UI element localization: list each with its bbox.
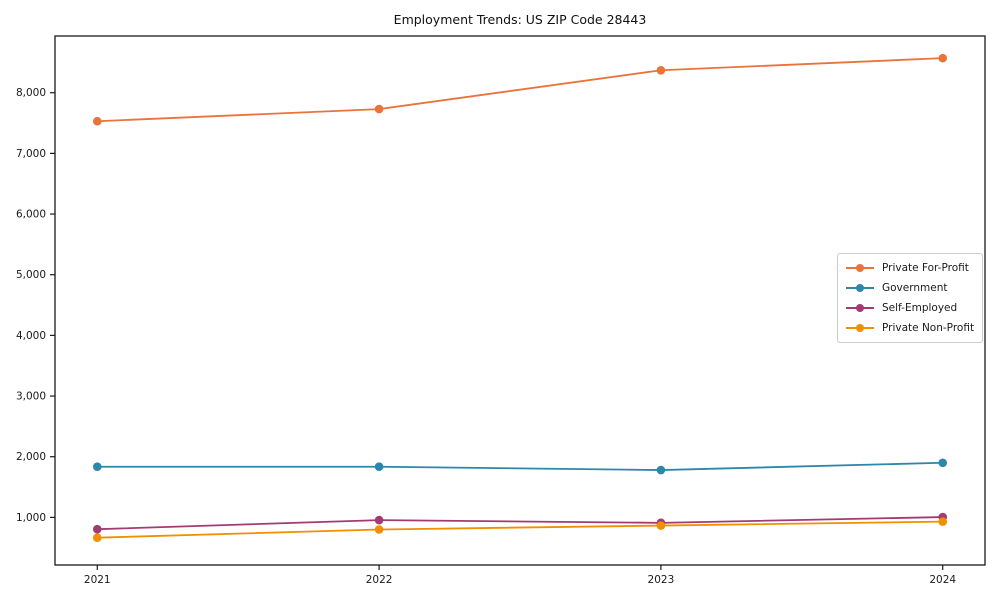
chart-title: Employment Trends: US ZIP Code 28443	[393, 12, 647, 27]
x-tick-label: 2023	[648, 574, 675, 586]
legend: Private For-Profit Government Self-Employe…	[837, 253, 983, 343]
data-point	[374, 515, 384, 525]
legend-marker-icon	[846, 323, 874, 333]
data-point	[656, 521, 666, 530]
legend-label: Private Non-Profit	[882, 322, 975, 334]
series-line-private-non-profit	[96, 520, 944, 539]
data-point	[92, 533, 102, 543]
data-point	[92, 524, 102, 534]
x-tick-label: 2024	[929, 574, 956, 586]
legend-marker-icon	[846, 303, 874, 313]
legend-entry-government: Government	[846, 278, 974, 298]
y-tick-label: 2,000	[16, 451, 46, 463]
legend-entry-self-employed: Self-Employed	[846, 298, 974, 318]
x-tick-label: 2022	[366, 574, 393, 586]
data-point	[374, 525, 384, 534]
legend-label: Government	[882, 282, 948, 294]
legend-entry-private-non-profit: Private Non-Profit	[846, 318, 974, 338]
legend-label: Self-Employed	[882, 302, 958, 314]
data-point	[92, 462, 102, 472]
data-point	[656, 65, 666, 75]
x-tick-label: 2021	[84, 574, 111, 586]
legend-marker-icon	[846, 283, 874, 293]
legend-label: Private For-Profit	[882, 262, 969, 274]
y-tick-label: 3,000	[16, 391, 46, 403]
series-line-government	[96, 461, 944, 471]
axes-border	[54, 35, 986, 566]
data-point	[656, 465, 666, 475]
series-line-private-for-profit	[96, 57, 944, 123]
data-point	[374, 104, 384, 114]
data-point	[938, 53, 948, 63]
y-tick-label: 8,000	[16, 87, 46, 99]
data-point	[938, 458, 948, 468]
legend-entry-private-for-profit: Private For-Profit	[846, 258, 974, 278]
y-tick-label: 6,000	[16, 209, 46, 221]
data-point	[92, 116, 102, 126]
y-tick-label: 1,000	[16, 512, 46, 524]
series-line-self-employed	[96, 516, 944, 531]
data-point	[938, 517, 948, 526]
y-tick-label: 4,000	[16, 330, 46, 342]
y-tick-label: 7,000	[16, 148, 46, 160]
legend-marker-icon	[846, 263, 874, 273]
data-point	[374, 462, 384, 472]
y-tick-label: 5,000	[16, 269, 46, 281]
